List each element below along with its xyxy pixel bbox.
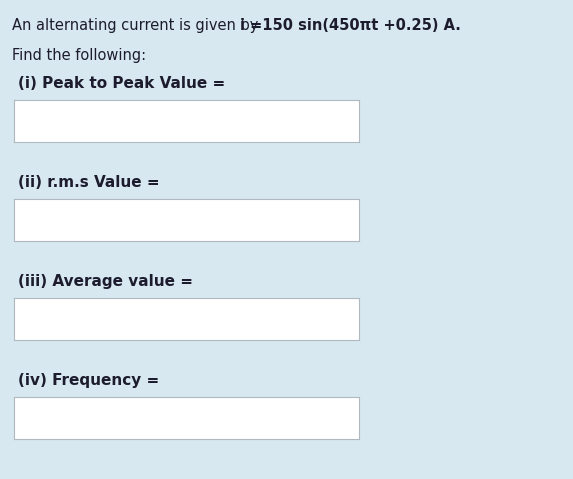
Text: (i) Peak to Peak Value =: (i) Peak to Peak Value = — [18, 76, 225, 91]
Text: (iii) Average value =: (iii) Average value = — [18, 274, 193, 289]
Text: (iv) Frequency =: (iv) Frequency = — [18, 373, 159, 388]
Text: (ii) r.m.s Value =: (ii) r.m.s Value = — [18, 175, 160, 190]
Text: Find the following:: Find the following: — [12, 48, 146, 63]
Text: An alternating current is given by: An alternating current is given by — [12, 18, 268, 33]
Text: i =150 sin(450πt +0.25) A.: i =150 sin(450πt +0.25) A. — [240, 18, 461, 33]
